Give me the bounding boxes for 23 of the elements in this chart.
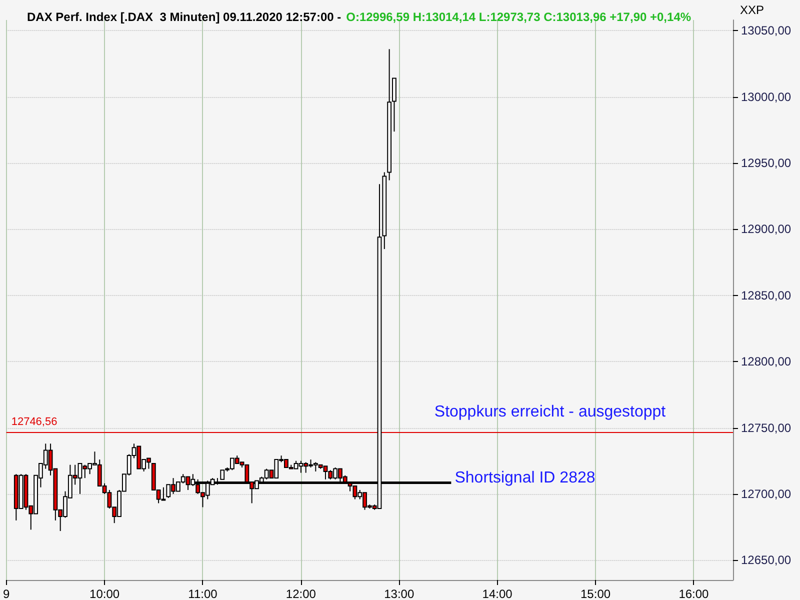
x-tick-label: 16:00 [678,587,710,600]
y-tick-label: 12850,00 [741,288,792,302]
x-tick-label: 14:00 [482,587,513,600]
chart-title: DAX Perf. Index [.DAX 3 Minuten] 09.11.2020 12:57:00 - [27,10,342,24]
text: XXP [740,3,764,17]
y-tick-label: 12700,00 [741,486,792,501]
y-tick-label: 12650,00 [741,553,792,568]
x-tick-label: 10:00 [90,587,120,600]
y-tick-label: 12900,00 [741,222,792,236]
y-tick-label: 12750,00 [741,420,792,435]
y-tick-label: 12800,00 [741,354,792,369]
x-tick-label: 13:00 [384,587,414,600]
ref-line-label: 12746,56 [11,416,58,428]
x-tick-label: 9 [2,587,10,600]
y-tick-label: 13000,00 [741,90,792,104]
annotation: Shortsignal ID 2828 [454,470,596,486]
annotation: Stoppkurs erreicht - ausgestoppt [434,404,666,420]
x-tick-label: 15:00 [580,587,611,600]
x-tick-label: 11:00 [188,587,218,600]
y-tick-label: 12950,00 [741,156,792,170]
y-tick-label: 13050,00 [741,24,792,38]
x-tick-label: 12:00 [286,587,316,600]
chart-subtitle: O:12996,59 H:13014,14 L:12973,73 C:13013,96 +17,90 +0,14% [346,10,692,24]
